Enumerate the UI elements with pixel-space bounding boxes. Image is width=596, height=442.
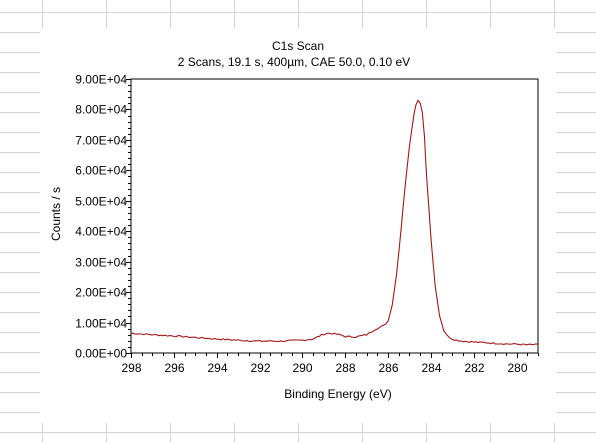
x-axis-label: Binding Energy (eV) (284, 387, 391, 401)
y-tick-label: 2.00E+04 (75, 286, 127, 300)
x-tick-label: 298 (121, 361, 141, 375)
x-tick-label: 284 (421, 361, 441, 375)
x-tick-label: 296 (164, 361, 184, 375)
y-tick-label: 7.00E+04 (75, 134, 127, 148)
x-tick-label: 290 (292, 361, 312, 375)
x-tick-label: 288 (335, 361, 355, 375)
y-tick-label: 3.00E+04 (75, 256, 127, 270)
y-tick-label: 9.00E+04 (75, 73, 127, 87)
plot-area (130, 78, 539, 354)
y-tick-label: 0.00E+00 (75, 347, 127, 361)
y-tick-label: 1.00E+04 (75, 317, 127, 331)
x-tick-label: 292 (250, 361, 270, 375)
chart-subtitle: 2 Scans, 19.1 s, 400µm, CAE 50.0, 0.10 e… (178, 55, 410, 69)
x-tick-label: 280 (507, 361, 527, 375)
x-tick-label: 294 (207, 361, 227, 375)
x-tick-label: 282 (464, 361, 484, 375)
x-axis: 298 296 294 292 290 288 286 284 282 280 (121, 353, 539, 375)
y-axis-label: Counts / s (49, 187, 63, 241)
y-tick-label: 8.00E+04 (75, 103, 127, 117)
chart-title: C1s Scan (272, 39, 324, 53)
y-tick-label: 5.00E+04 (75, 195, 127, 209)
series-line-0 (130, 99, 539, 346)
y-tick-label: 4.00E+04 (75, 225, 127, 239)
series-group (130, 99, 539, 346)
y-tick-label: 6.00E+04 (75, 164, 127, 178)
y-axis: 0.00E+00 1.00E+04 2.00E+04 3.00E+04 4.00E+04… (75, 73, 131, 361)
x-tick-label: 286 (378, 361, 398, 375)
